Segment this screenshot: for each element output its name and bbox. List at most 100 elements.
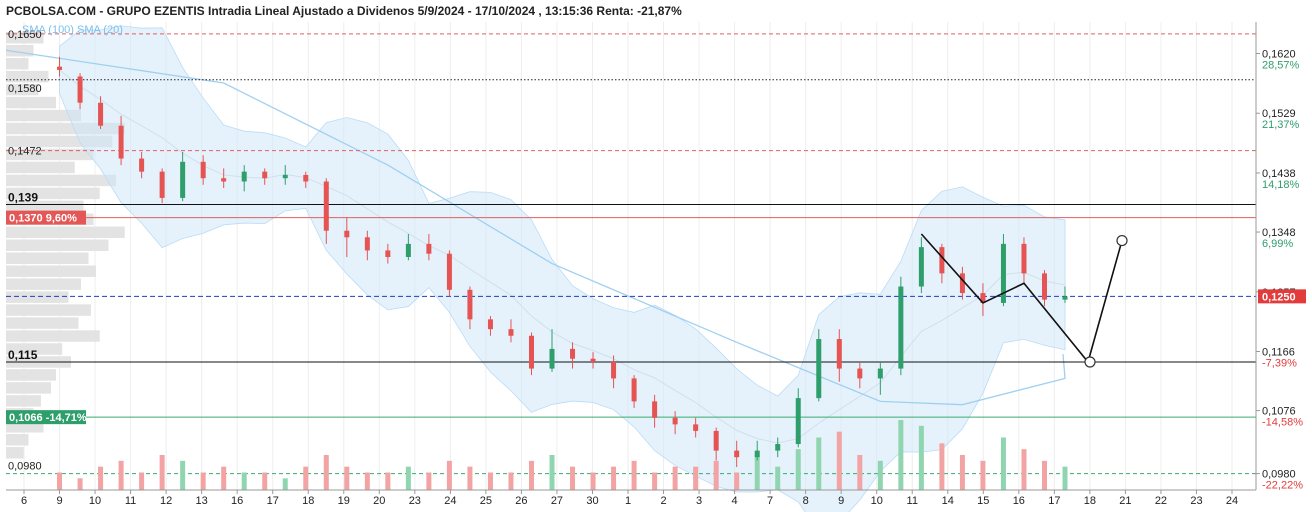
profile-bar [6, 317, 79, 329]
profile-bar [6, 83, 39, 96]
volume-bar [754, 455, 760, 490]
profile-bar [6, 226, 125, 239]
projection-zigzag [920, 233, 1123, 364]
level-label: 0,1650 [8, 29, 42, 41]
volume-bar [734, 472, 740, 490]
volume-bar [282, 478, 288, 490]
candle-body [672, 417, 678, 425]
candle-body [221, 178, 227, 182]
candle-body [139, 158, 145, 172]
profile-bar [6, 421, 44, 433]
level-tag [6, 210, 86, 225]
candle-body [57, 66, 63, 70]
y-tick-pct: -14,58% [1262, 417, 1303, 429]
candle-body [590, 358, 596, 363]
volume-bar [857, 455, 863, 490]
profile-bar [6, 96, 56, 109]
profile-bar [6, 161, 75, 174]
x-tick-label: 27 [551, 495, 563, 507]
axes: 6 9 10 11 12 13 16 17 18 19 20 23 24 25 26 27 30 1 2 3 4 7 8 9 1… [6, 22, 1306, 507]
candle-body [898, 286, 904, 369]
x-tick-label: 9 [838, 495, 844, 507]
volume-bar [200, 472, 206, 490]
candle-body [918, 247, 924, 287]
x-tick-label: 14 [942, 495, 954, 507]
x-tick-label: 25 [480, 495, 492, 507]
x-tick-label: 1 [625, 495, 631, 507]
profile-bar [6, 278, 81, 290]
candle-body [1062, 296, 1068, 300]
volume-bar [77, 478, 83, 490]
profile-bar [6, 200, 84, 213]
candle-body [795, 398, 801, 445]
profile-bar [6, 252, 89, 264]
volume-bar [139, 472, 145, 490]
y-tick-pct: -22,22% [1262, 480, 1303, 492]
profile-bar [6, 343, 63, 355]
y-tick-label: 0,1348 [1262, 227, 1296, 239]
candle-body [959, 273, 965, 294]
x-tick-label: 16 [1013, 495, 1025, 507]
projection-point [1084, 356, 1096, 368]
volume-bar [528, 460, 534, 490]
candle-body [734, 450, 740, 458]
x-tick-label: 16 [231, 495, 243, 507]
volume-bar [877, 460, 883, 490]
volume-bar [693, 466, 699, 490]
volume-bar [816, 437, 822, 490]
volume-bar [775, 466, 781, 490]
candle-body [775, 444, 781, 451]
x-tick-label: 17 [267, 495, 279, 507]
x-tick-label: 30 [586, 495, 598, 507]
candle-body [528, 335, 534, 369]
volume-bar [221, 466, 227, 490]
x-tick-label: 23 [409, 495, 421, 507]
x-tick-label: 15 [977, 495, 989, 507]
profile-bar [6, 265, 96, 277]
profile-bar [6, 304, 91, 316]
volume-bar [1062, 466, 1068, 490]
candle-body [1021, 243, 1027, 274]
volume-bar [364, 472, 370, 490]
candle-body [344, 230, 350, 238]
volume-profile [6, 32, 125, 459]
horizontal-levels: 0,1650 0,1580 0,1472 0,139 0,1370 9,60% 0,115… [6, 29, 1256, 475]
y-tick-label: 0,0980 [1262, 469, 1296, 481]
volume-bar [487, 472, 493, 490]
x-tick-label: 11 [907, 495, 918, 507]
candle-body [980, 293, 986, 303]
candle-body [159, 171, 165, 198]
profile-bar [6, 135, 113, 148]
candle-body [836, 339, 842, 369]
candle-body [816, 339, 822, 399]
x-tick-label: 20 [373, 495, 385, 507]
volume-bars [57, 420, 1068, 490]
x-tick-label: 13 [196, 495, 208, 507]
candle-body [262, 171, 268, 179]
volume-bar [672, 466, 678, 490]
candle-body [611, 362, 617, 379]
volume-bar [241, 472, 247, 490]
volume-bar [1021, 449, 1027, 490]
y-tick-label: 0,1438 [1262, 168, 1296, 180]
volume-bar [959, 455, 965, 490]
volume-bar [980, 460, 986, 490]
band-area [59, 25, 1066, 512]
candle-body [693, 424, 699, 431]
y-tick-label: 0,1076 [1262, 406, 1296, 418]
x-tick-label: 24 [444, 495, 456, 507]
x-tick-label: 21 [1119, 495, 1131, 507]
volume-bar [1000, 437, 1006, 490]
chart-title: PCBOLSA.COM - GRUPO EZENTIS Intradia Lin… [6, 4, 682, 18]
x-tick-label: 18 [1084, 495, 1096, 507]
candle-body [303, 174, 309, 182]
candle-body [631, 378, 637, 402]
profile-bar [6, 330, 100, 342]
level-label: 0,0980 [8, 461, 42, 473]
candle-body [877, 368, 883, 379]
level-label: 0,1472 [8, 146, 42, 158]
y-tick-label: 0,1529 [1262, 108, 1296, 120]
candle-body [1041, 273, 1047, 300]
y-tick-pct: 28,57% [1262, 60, 1300, 72]
